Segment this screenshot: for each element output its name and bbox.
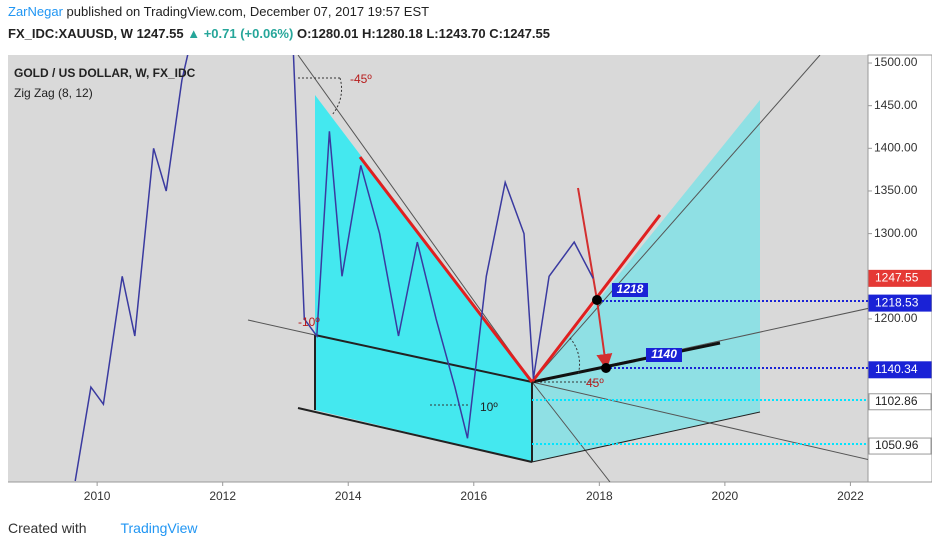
open: O:1280.01 (296, 26, 359, 41)
price-label: 1218.53 (875, 295, 919, 309)
ray (531, 381, 868, 461)
x-tick-label: 2020 (712, 489, 739, 503)
change: +0.71 (+0.06%) (203, 26, 294, 41)
ray (531, 381, 611, 482)
price-label: 1050.96 (875, 438, 919, 452)
support-line (531, 341, 721, 384)
x-tick-label: 2014 (335, 489, 362, 503)
y-tick-label: 1500.00 (874, 55, 918, 69)
annotation: -45º (350, 72, 372, 86)
x-tick-label: 2010 (84, 489, 111, 503)
price-label-box (868, 393, 932, 411)
label-box (646, 348, 682, 362)
point (601, 363, 611, 373)
label-box (612, 283, 648, 297)
point (592, 295, 602, 305)
x-tick-label: 2018 (586, 489, 613, 503)
annotation: 1218 (617, 282, 644, 296)
edge (297, 407, 533, 463)
footer: Created with TradingView (8, 520, 198, 536)
price-label-box (868, 294, 932, 312)
annotation: 45º (586, 376, 604, 390)
y-tick-label: 1350.00 (874, 183, 918, 197)
close: C:1247.55 (489, 26, 550, 41)
x-tick-label: 2012 (209, 489, 236, 503)
y-tick-label: 1300.00 (874, 226, 918, 240)
annotation: 1140 (651, 347, 677, 361)
ray (297, 55, 533, 383)
x-tick-label: 2016 (460, 489, 487, 503)
author[interactable]: ZarNegar (8, 4, 63, 19)
red-line (358, 156, 534, 383)
price-axis (867, 54, 932, 483)
price-label: 1102.86 (875, 394, 918, 408)
published: published on TradingView.com, December 0… (66, 4, 430, 19)
edge (314, 334, 533, 383)
header-line: ZarNegar published on TradingView.com, D… (8, 4, 429, 19)
indicator: Zig Zag (8, 12) (14, 86, 93, 100)
created: Created with (8, 520, 87, 536)
y-tick-label: 1400.00 (874, 140, 918, 154)
angle-arc (532, 337, 600, 383)
price-line (74, 55, 594, 482)
price-label-box (868, 437, 932, 455)
y-tick-label: 1200.00 (874, 311, 918, 325)
low: L:1243.70 (426, 26, 486, 41)
chart-title: GOLD / US DOLLAR, W, FX_IDC (14, 66, 196, 80)
symbol: FX_IDC:XAUUSD, W (8, 26, 133, 41)
high: H:1280.18 (362, 26, 423, 41)
price-label-box (868, 269, 932, 287)
brand[interactable]: TradingView (120, 520, 198, 536)
price-label: 1140.34 (875, 362, 918, 376)
ray (247, 319, 316, 336)
drawings (74, 55, 868, 482)
symbol-line: FX_IDC:XAUUSD, W 1247.55 ▲ +0.71 (+0.06%… (8, 26, 550, 41)
chart: -45º -10º 10º 45º 1218 1140 GOLD / US DO… (8, 54, 932, 503)
angle-arc (298, 77, 343, 116)
price-label-box (868, 361, 932, 379)
annotation: -10º (298, 315, 320, 329)
ray (531, 55, 821, 383)
annotation: 10º (480, 400, 498, 414)
last: 1247.55 (136, 26, 184, 41)
price-label: 1247.55 (875, 271, 919, 285)
edge (531, 411, 761, 463)
y-tick-label: 1450.00 (874, 98, 918, 112)
x-tick-label: 2022 (837, 489, 864, 503)
